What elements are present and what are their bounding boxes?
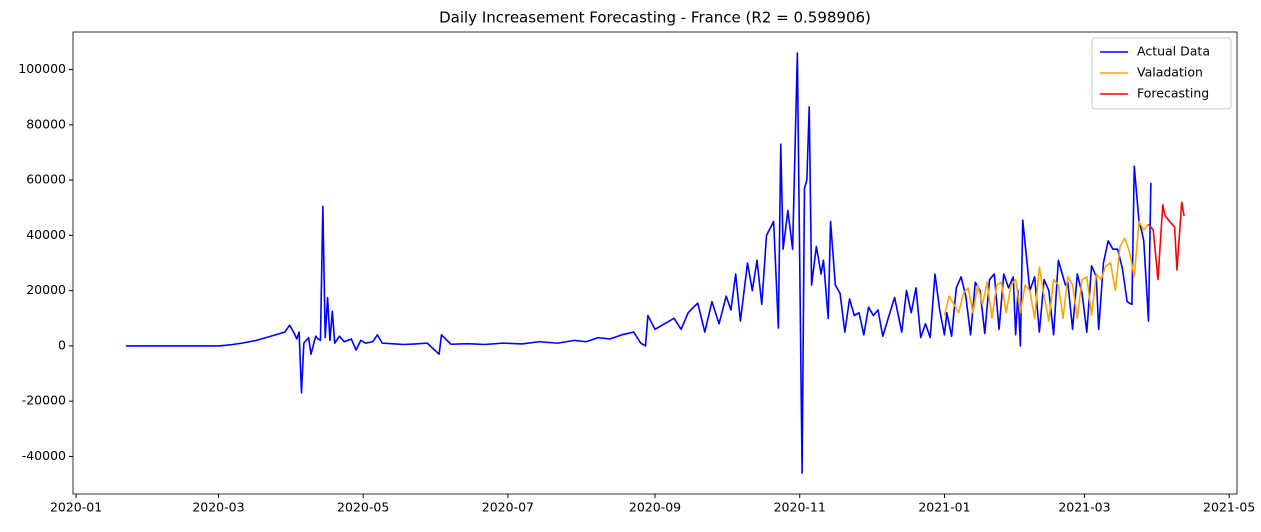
y-tick-label: 80000 bbox=[26, 116, 66, 131]
x-tick-label: 2021-05 bbox=[1203, 500, 1255, 515]
x-tick-label: 2020-03 bbox=[192, 500, 244, 515]
legend-label: Actual Data bbox=[1137, 44, 1210, 59]
chart-title: Daily Increasement Forecasting - France … bbox=[439, 9, 871, 27]
y-tick-label: 40000 bbox=[26, 227, 66, 242]
x-tick-label: 2020-11 bbox=[774, 500, 826, 515]
plot-frame bbox=[72, 31, 1238, 495]
y-tick-label: 100000 bbox=[18, 61, 66, 76]
x-tick-label: 2020-07 bbox=[482, 500, 534, 515]
y-tick-label: 0 bbox=[58, 337, 66, 352]
x-tick-label: 2020-05 bbox=[337, 500, 389, 515]
legend-label: Forecasting bbox=[1137, 86, 1209, 101]
x-tick-label: 2021-01 bbox=[918, 500, 970, 515]
series-line bbox=[125, 52, 1152, 474]
series-line bbox=[1147, 201, 1185, 281]
y-tick-label: 60000 bbox=[26, 172, 66, 187]
x-tick-label: 2020-01 bbox=[50, 500, 102, 515]
y-tick-label: -20000 bbox=[22, 393, 66, 408]
legend-label: Valadation bbox=[1137, 65, 1203, 80]
x-tick-label: 2021-03 bbox=[1058, 500, 1110, 515]
x-tick-label: 2020-09 bbox=[629, 500, 681, 515]
y-tick-label: 20000 bbox=[26, 282, 66, 297]
legend-box bbox=[1091, 37, 1232, 110]
series-line bbox=[943, 220, 1150, 322]
y-tick-label: -40000 bbox=[22, 448, 66, 463]
